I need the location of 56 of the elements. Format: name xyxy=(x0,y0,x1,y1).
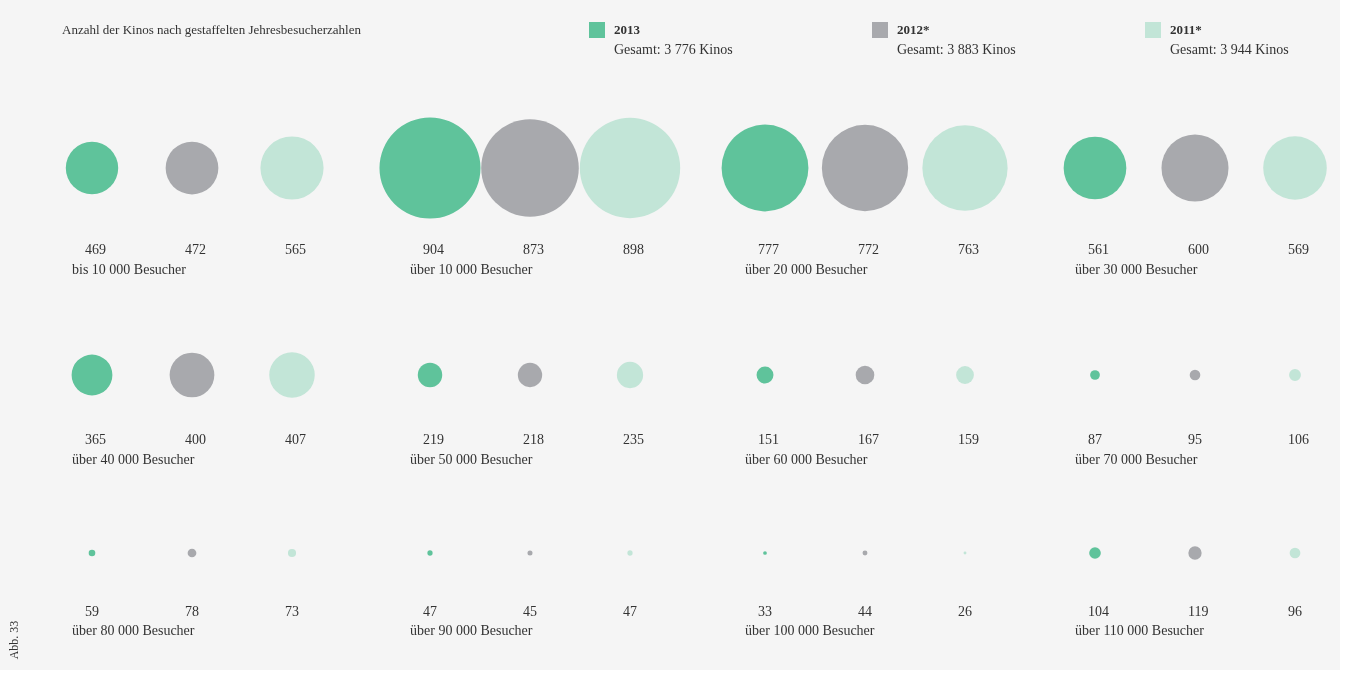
data-label: 777 xyxy=(758,242,779,257)
data-label: 565 xyxy=(285,242,306,257)
data-label: 47 xyxy=(423,604,437,619)
data-label: 78 xyxy=(185,604,199,619)
data-label: 472 xyxy=(185,242,206,257)
legend-label: 2011* xyxy=(1170,22,1202,37)
category-label: bis 10 000 Besucher xyxy=(72,262,187,277)
data-label: 73 xyxy=(285,604,299,619)
category-label: über 10 000 Besucher xyxy=(410,262,533,277)
category-label: über 100 000 Besucher xyxy=(745,623,875,638)
data-label: 469 xyxy=(85,242,106,257)
caption: Abb. 33 xyxy=(7,620,21,660)
category-label: über 70 000 Besucher xyxy=(1075,452,1198,467)
category-label: über 80 000 Besucher xyxy=(72,623,195,638)
data-label: 561 xyxy=(1088,242,1109,257)
data-label: 904 xyxy=(423,242,444,257)
category-label: über 20 000 Besucher xyxy=(745,262,868,277)
data-label: 407 xyxy=(285,432,306,447)
data-label: 95 xyxy=(1188,432,1202,447)
data-label: 33 xyxy=(758,604,772,619)
data-label: 87 xyxy=(1088,432,1102,447)
data-label: 151 xyxy=(758,432,779,447)
data-label: 772 xyxy=(858,242,879,257)
data-label: 218 xyxy=(523,432,544,447)
data-label: 898 xyxy=(623,242,644,257)
data-label: 569 xyxy=(1288,242,1309,257)
category-label: über 40 000 Besucher xyxy=(72,452,195,467)
category-label: über 110 000 Besucher xyxy=(1075,623,1205,638)
data-label: 26 xyxy=(958,604,972,619)
legend-label: 2012* xyxy=(897,22,930,37)
category-label: über 50 000 Besucher xyxy=(410,452,533,467)
data-label: 96 xyxy=(1288,604,1302,619)
data-label: 159 xyxy=(958,432,979,447)
data-label: 45 xyxy=(523,604,537,619)
text: Gesamt: 3 776 Kinos xyxy=(614,42,733,57)
data-label: 235 xyxy=(623,432,644,447)
data-label: 47 xyxy=(623,604,637,619)
category-label: über 60 000 Besucher xyxy=(745,452,868,467)
data-label: 365 xyxy=(85,432,106,447)
data-label: 600 xyxy=(1188,242,1209,257)
data-label: 763 xyxy=(958,242,979,257)
data-label: 873 xyxy=(523,242,544,257)
data-label: 167 xyxy=(858,432,879,447)
text: Anzahl der Kinos nach gestaffelten Jehresbesucherzahlen xyxy=(62,22,362,37)
data-label: 44 xyxy=(858,604,872,619)
data-label: 119 xyxy=(1188,604,1209,619)
category-label: über 90 000 Besucher xyxy=(410,623,533,638)
category-label: über 30 000 Besucher xyxy=(1075,262,1198,277)
data-label: 59 xyxy=(85,604,99,619)
data-label: 104 xyxy=(1088,604,1109,619)
text: Gesamt: 3 944 Kinos xyxy=(1170,42,1289,57)
data-label: 400 xyxy=(185,432,206,447)
data-label: 106 xyxy=(1288,432,1309,447)
data-label: 219 xyxy=(423,432,444,447)
legend-label: 2013 xyxy=(614,22,641,37)
text: Gesamt: 3 883 Kinos xyxy=(897,42,1016,57)
